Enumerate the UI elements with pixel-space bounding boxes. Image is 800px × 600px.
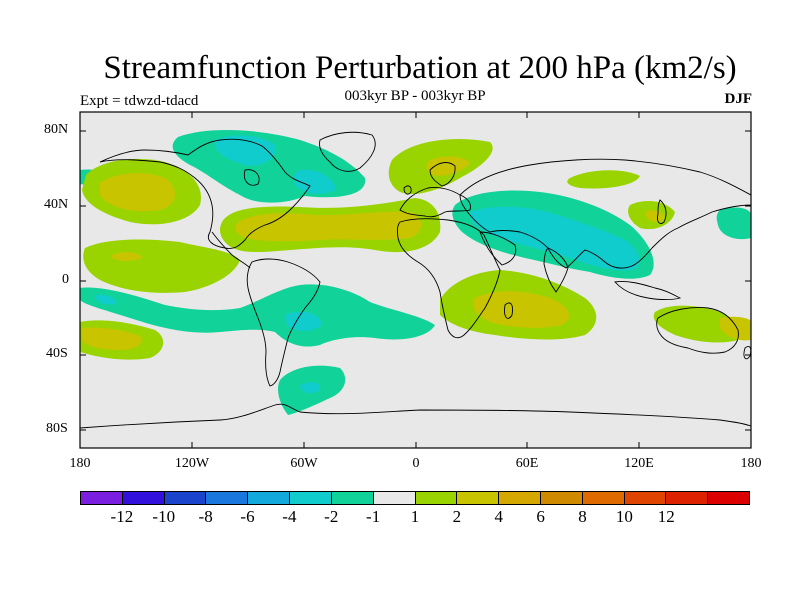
colorbar-swatch-4 [248, 492, 291, 504]
colorbar-swatch-13 [624, 492, 667, 504]
colorbar-swatch-3 [206, 492, 249, 504]
colorbar-swatch-8 [415, 492, 458, 504]
colorbar-swatch-14 [666, 492, 709, 504]
colorbar-label: 6 [536, 507, 545, 526]
colorbar-label: 1 [410, 507, 420, 526]
plot-title: Streamfunction Perturbation at 200 hPa (… [103, 50, 737, 86]
colorbar-label: -4 [282, 507, 297, 526]
coast-europe [399, 187, 471, 218]
colorbar-label: -12 [110, 507, 134, 526]
colorbar-label: -1 [366, 507, 381, 526]
colorbar-label: 2 [452, 507, 462, 526]
colorbar-swatch-1 [122, 492, 165, 504]
coast-new-zealand [743, 345, 751, 360]
axis-ticks [79, 112, 752, 448]
coast-hudson [243, 169, 260, 186]
lon-label-180e: 180 [740, 456, 762, 471]
colorbar-swatch-2 [164, 492, 207, 504]
coast-japan [657, 199, 667, 225]
contour-pos-npacific-core [100, 173, 176, 212]
experiment-label: Expt = tdwzd-tdacd [80, 93, 199, 109]
coast-scandinavia [429, 162, 456, 187]
colorbar-swatch-11 [540, 492, 583, 504]
contour-neg-south-core-2 [285, 311, 322, 331]
contour-neg-s-atlantic-core [300, 382, 321, 394]
colorbar-label: -8 [198, 507, 213, 526]
coast-india [543, 247, 569, 293]
lon-label-0: 0 [412, 456, 420, 471]
colorbar-label: 4 [494, 507, 504, 526]
colorbar-swatch-10 [499, 492, 541, 504]
contour-pos-australia-core [720, 316, 751, 341]
contour-pos-australia [653, 305, 741, 343]
lat-label-80s: 80S [46, 421, 68, 436]
contour-fill-layer [80, 129, 751, 415]
coast-uk [403, 185, 412, 195]
contour-pos-europe-core [426, 156, 470, 176]
lon-label-180w: 180 [69, 456, 91, 471]
plot-subtitle: 003kyr BP - 003kyr BP [344, 88, 486, 104]
colorbar-swatch-5 [290, 492, 332, 504]
contour-neg-asia-core [469, 206, 640, 271]
colorbar-swatch-15 [708, 492, 749, 504]
colorbar-swatch-9 [457, 492, 500, 504]
coast-central-america [211, 231, 251, 269]
season-label: DJF [724, 91, 753, 107]
contour-pos-atlantic-core [235, 211, 422, 242]
lon-label-60e: 60E [515, 456, 539, 471]
contour-neg-south-band [80, 284, 435, 347]
contour-pos-trop-pacific-core [112, 252, 142, 261]
coast-asia [459, 158, 751, 269]
lon-label-120e: 120E [624, 456, 654, 471]
colorbar-label: -2 [324, 507, 339, 526]
colorbar-label: 12 [657, 507, 675, 526]
colorbar-swatch-7 [373, 492, 416, 504]
coast-south-america [246, 258, 321, 387]
coast-australia [656, 307, 739, 354]
contour-neg-arctic-core-2 [293, 169, 336, 194]
coast-indonesia [614, 281, 682, 300]
contour-pos-japan-core [645, 210, 665, 222]
contour-neg-arctic-core [214, 135, 276, 166]
contour-pos-siberia [567, 170, 640, 189]
coast-africa [396, 218, 501, 339]
lat-label-40n: 40N [44, 197, 69, 212]
coastlines [80, 131, 751, 429]
colorbar [80, 491, 750, 505]
lon-label-60w: 60W [290, 456, 318, 471]
coast-madagascar [504, 302, 513, 319]
colorbar-label: 10 [615, 507, 633, 526]
colorbar-swatch-0 [81, 492, 123, 504]
contour-neg-south-core [95, 294, 117, 305]
contour-pos-africa-core [473, 291, 570, 328]
colorbar-label: -10 [152, 507, 176, 526]
lon-label-120w: 120W [174, 456, 210, 471]
contour-neg-wpacific [716, 207, 751, 240]
coast-arabia [479, 231, 517, 266]
colorbar-label: -6 [240, 507, 255, 526]
colorbar-label: 8 [578, 507, 587, 526]
colorbar-swatch-12 [582, 492, 625, 504]
lat-label-80n: 80N [44, 122, 69, 137]
coast-north-america [99, 138, 311, 249]
coast-greenland [319, 131, 376, 172]
lat-label-40s: 40S [46, 346, 68, 361]
lat-label-eq: 0 [62, 272, 69, 287]
coast-antarctica [80, 403, 751, 429]
contour-pos-south-pacific-core [82, 327, 142, 350]
colorbar-swatch-6 [331, 492, 374, 504]
